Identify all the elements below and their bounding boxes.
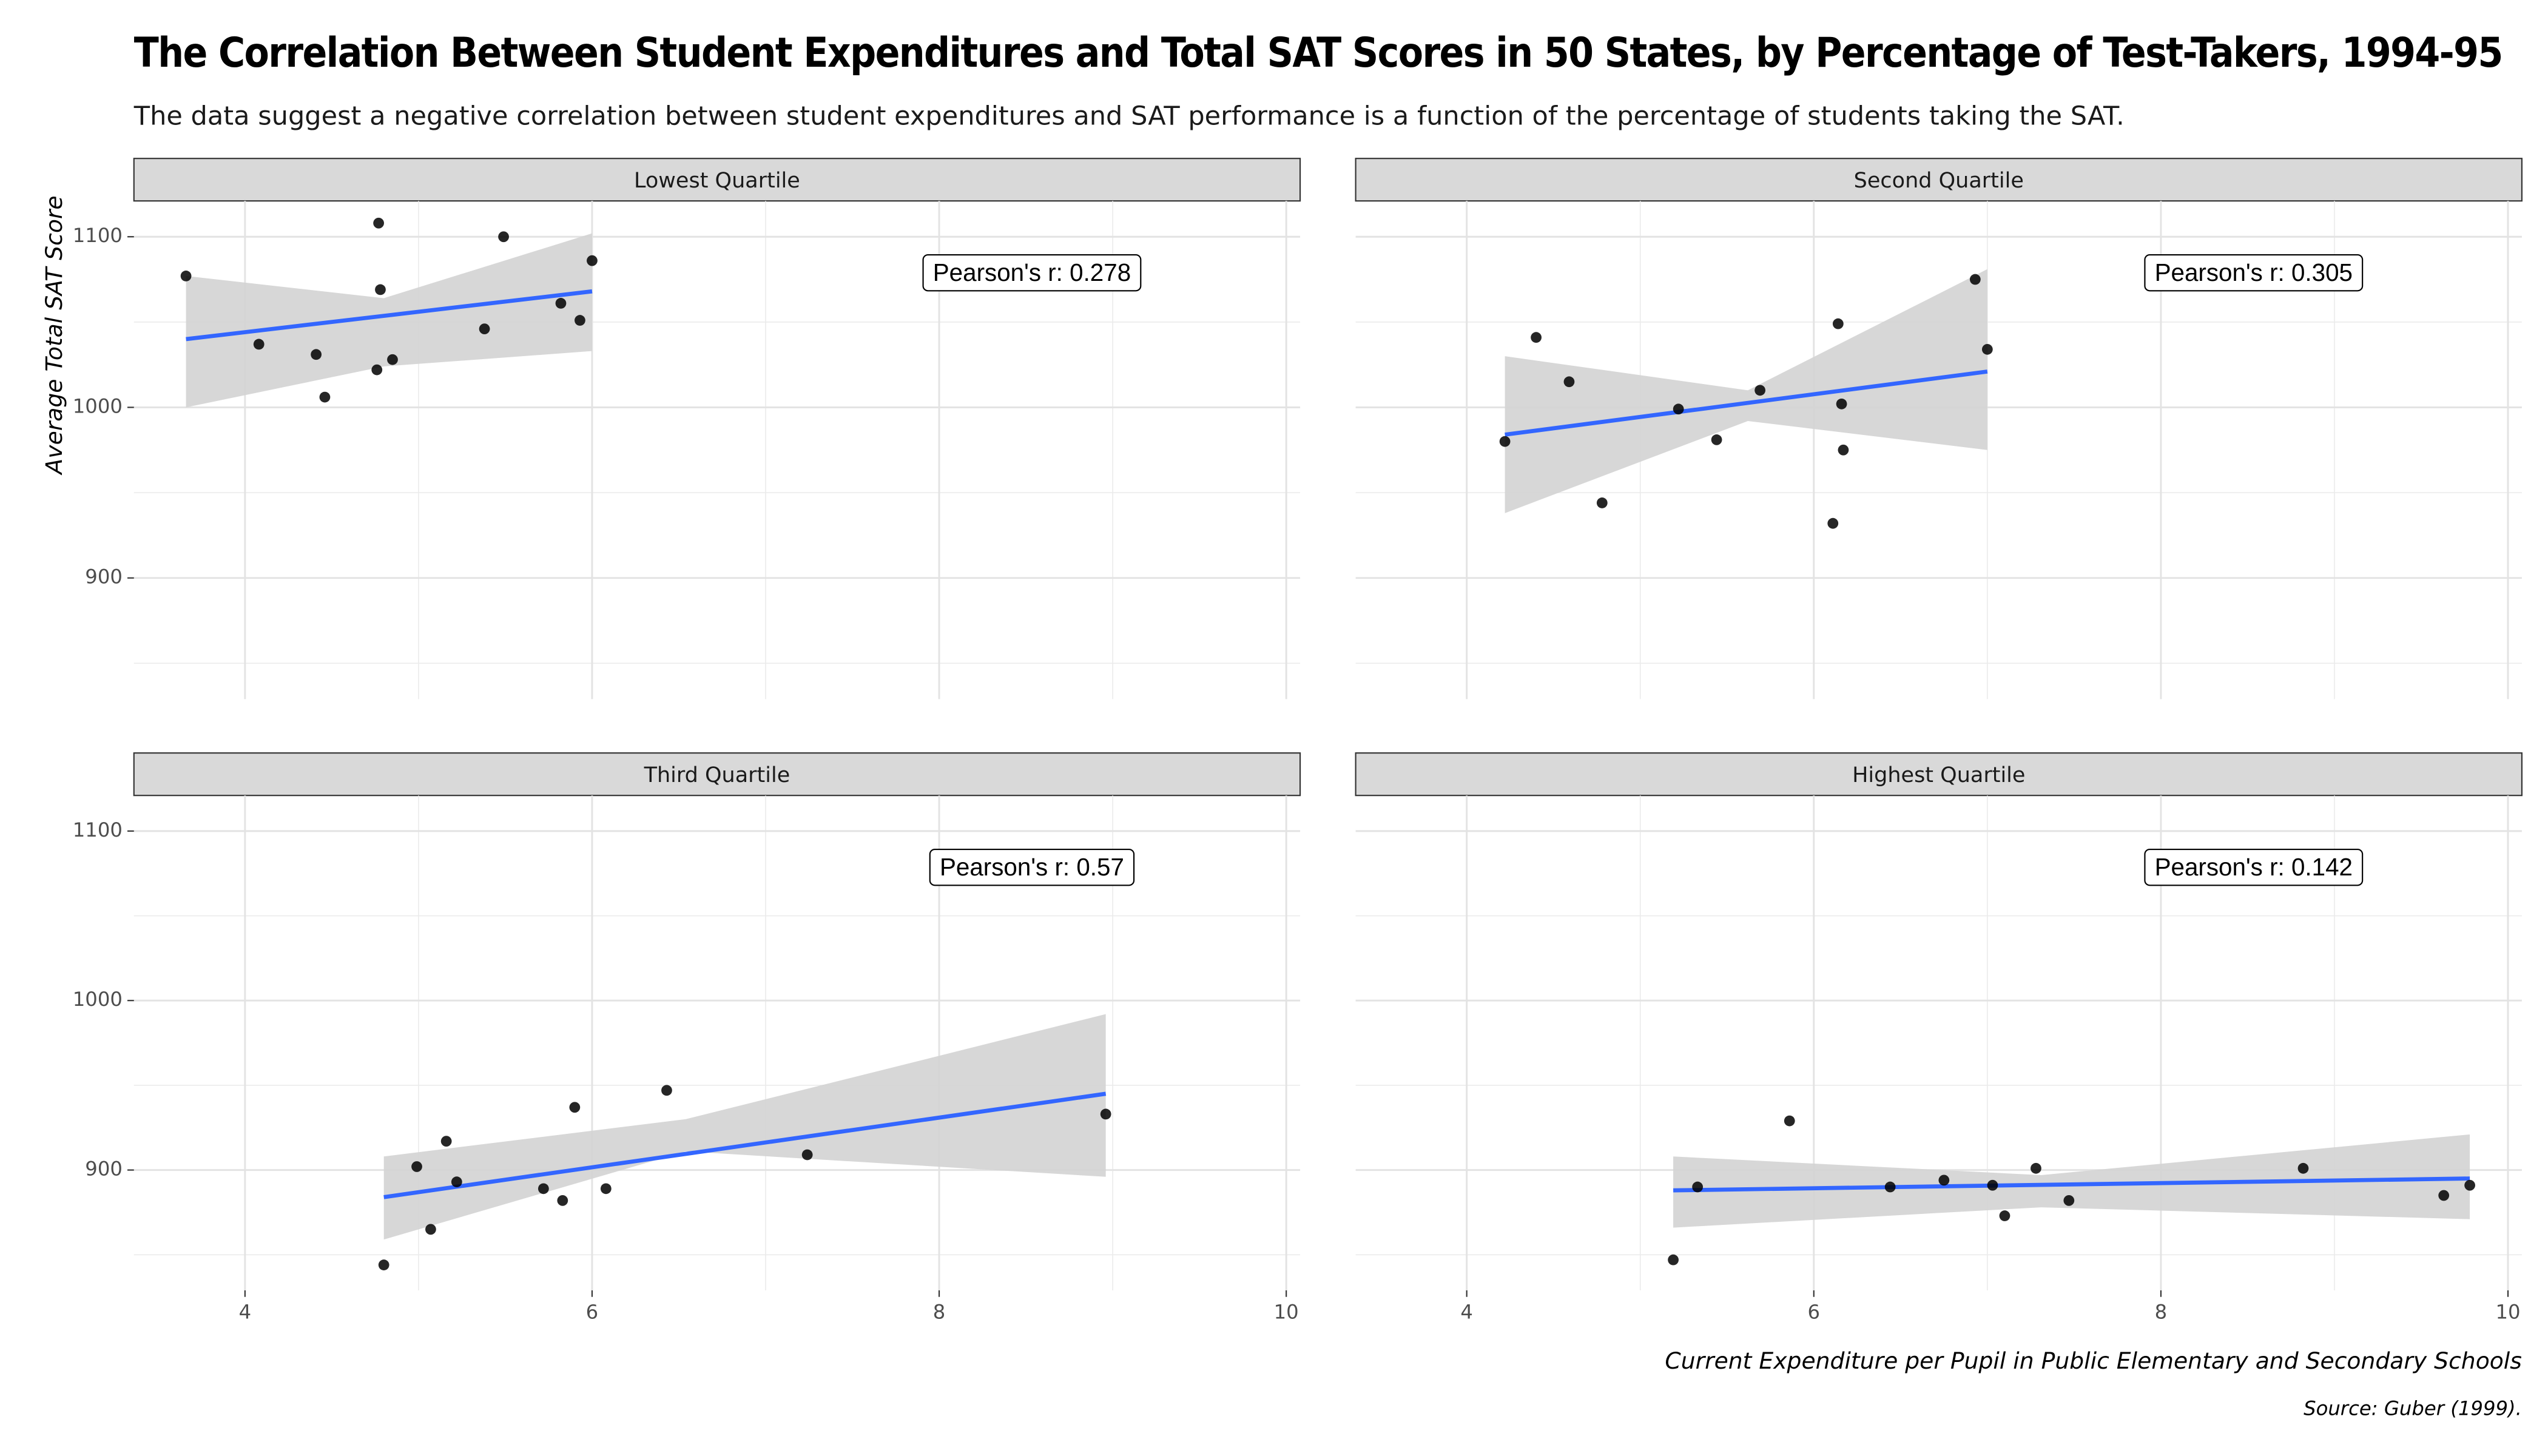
point [311, 349, 322, 360]
point [1838, 444, 1849, 456]
fit-line [1673, 1176, 2470, 1193]
point [1692, 1181, 1704, 1193]
point [2438, 1190, 2450, 1201]
y-tick-label: 900 [85, 1158, 123, 1181]
x-tick-label: 6 [1808, 1301, 1821, 1324]
facet-strip [1355, 158, 2523, 202]
annotation-box [2144, 848, 2364, 886]
point [387, 354, 398, 365]
caption: Source: Guber (1999). [2304, 1397, 2522, 1420]
point [575, 315, 585, 326]
y-tick-label: 1000 [73, 988, 123, 1011]
annotation-box [2144, 254, 2364, 292]
point [180, 271, 192, 281]
annotation: Pearson's r: 0.278 [933, 258, 1131, 286]
point [600, 1183, 612, 1195]
point [1999, 1210, 2010, 1221]
facet-title: Highest Quartile [1852, 763, 2025, 787]
point [1836, 398, 1847, 410]
facet-strip [133, 158, 1301, 202]
point [1784, 1115, 1795, 1127]
x-axis-label: Current Expenditure per Pupil in Public … [1665, 1347, 2522, 1374]
x-tick-label: 4 [1460, 1301, 1473, 1324]
x-tick-label: 8 [2155, 1301, 2168, 1324]
point [1100, 1108, 1111, 1120]
point [1563, 376, 1575, 388]
y-tick-label: 1100 [73, 224, 123, 247]
facet-title: Lowest Quartile [634, 169, 800, 193]
point [1754, 385, 1766, 396]
fit-line [186, 289, 593, 342]
point [538, 1183, 549, 1195]
point [1969, 274, 1981, 285]
annotation-box [922, 254, 1142, 292]
facet-title: Third Quartile [644, 763, 790, 787]
point [2297, 1162, 2309, 1174]
annotation-box [929, 848, 1135, 886]
point [1938, 1175, 1950, 1186]
point [1987, 1179, 1998, 1191]
point [1711, 434, 1722, 445]
point [373, 217, 384, 229]
point [2063, 1195, 2075, 1206]
point [1832, 318, 1844, 329]
y-tick-label: 900 [85, 565, 123, 588]
title: The Correlation Between Student Expendit… [134, 29, 2502, 76]
point [557, 1195, 568, 1206]
annotation: Pearson's r: 0.305 [2155, 258, 2353, 286]
point [1531, 332, 1542, 343]
point [569, 1102, 581, 1113]
confidence-band [1673, 1134, 2470, 1228]
point [498, 231, 509, 243]
facet-strip [1355, 752, 2523, 797]
point [425, 1224, 436, 1235]
confidence-band [383, 1014, 1106, 1240]
x-tick-label: 4 [239, 1301, 252, 1324]
point [319, 391, 331, 403]
y-tick-label: 1100 [73, 818, 123, 841]
point [440, 1136, 452, 1147]
y-tick-label: 1000 [73, 394, 123, 417]
point [2464, 1179, 2475, 1191]
point [1673, 403, 1684, 415]
y-axis-label: Average Total SAT Score [41, 195, 67, 475]
point [801, 1149, 813, 1161]
confidence-band [186, 233, 592, 408]
point [1827, 517, 1839, 529]
x-tick-label: 6 [586, 1301, 599, 1324]
point [1884, 1181, 1896, 1193]
fit-line [383, 1091, 1107, 1199]
point [411, 1161, 422, 1172]
point [378, 1259, 389, 1270]
x-tick-label: 10 [2495, 1301, 2520, 1324]
point [587, 255, 598, 266]
point [253, 339, 265, 350]
point [1596, 497, 1608, 508]
point [2031, 1162, 2041, 1174]
point [375, 284, 386, 295]
fit-line [1505, 369, 1988, 437]
point [555, 298, 567, 309]
point [1668, 1254, 1679, 1266]
confidence-band [1505, 269, 1987, 513]
point [1981, 343, 1993, 355]
facet-strip [133, 752, 1301, 797]
facet-title: Second Quartile [1854, 169, 2024, 193]
annotation: Pearson's r: 0.57 [940, 853, 1124, 881]
point [479, 323, 490, 334]
x-tick-label: 10 [1274, 1301, 1299, 1324]
annotation: Pearson's r: 0.142 [2155, 853, 2353, 881]
point [451, 1176, 462, 1188]
subtitle: The data suggest a negative correlation … [133, 101, 2125, 131]
point [661, 1085, 672, 1096]
point [371, 364, 383, 376]
point [1499, 436, 1511, 447]
x-tick-label: 8 [933, 1301, 946, 1324]
